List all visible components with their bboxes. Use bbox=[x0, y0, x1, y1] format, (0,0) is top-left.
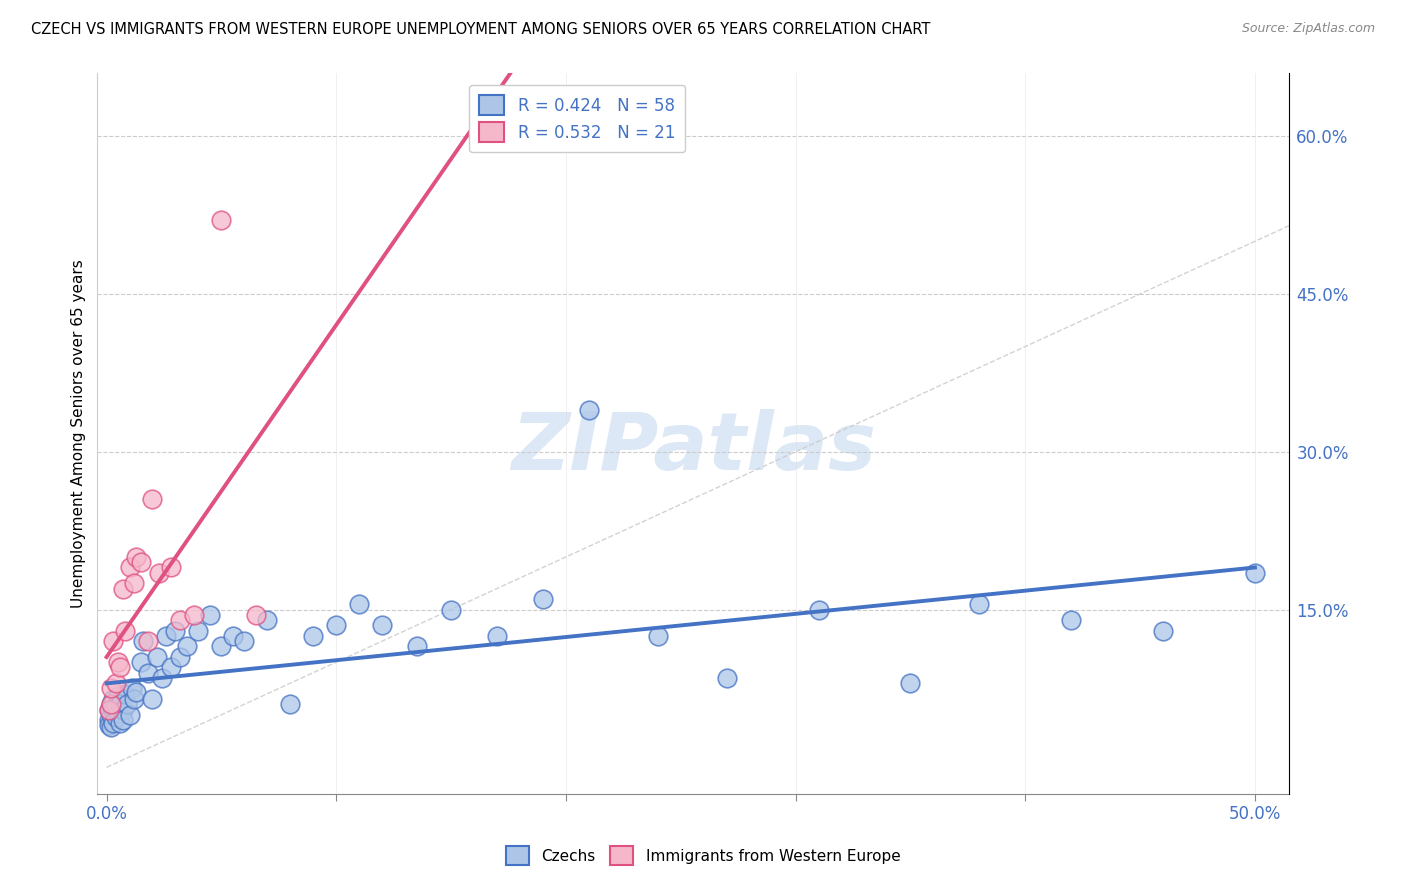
Point bbox=[325, 618, 347, 632]
Point bbox=[169, 613, 191, 627]
Point bbox=[115, 698, 138, 712]
Point bbox=[165, 624, 187, 638]
Point bbox=[122, 692, 145, 706]
Point bbox=[1060, 613, 1083, 627]
Point bbox=[122, 576, 145, 591]
Point bbox=[647, 629, 669, 643]
Point bbox=[347, 597, 370, 611]
Point bbox=[278, 698, 301, 712]
Point bbox=[969, 597, 991, 611]
Point bbox=[132, 634, 155, 648]
Point bbox=[110, 716, 132, 731]
Point bbox=[118, 707, 141, 722]
Point bbox=[104, 676, 127, 690]
Point bbox=[176, 640, 198, 654]
Point bbox=[104, 699, 127, 714]
Legend: R = 0.424   N = 58, R = 0.532   N = 21: R = 0.424 N = 58, R = 0.532 N = 21 bbox=[470, 85, 685, 153]
Point bbox=[110, 660, 132, 674]
Point bbox=[103, 702, 125, 716]
Point bbox=[233, 634, 256, 648]
Point bbox=[100, 681, 122, 696]
Point bbox=[125, 549, 148, 564]
Point bbox=[256, 613, 278, 627]
Point bbox=[100, 698, 122, 712]
Point bbox=[111, 713, 134, 727]
Point bbox=[187, 624, 209, 638]
Point bbox=[100, 698, 122, 712]
Point bbox=[114, 624, 136, 638]
Point bbox=[155, 629, 177, 643]
Point bbox=[440, 602, 463, 616]
Point bbox=[97, 718, 120, 732]
Point bbox=[125, 684, 148, 698]
Point bbox=[111, 582, 134, 596]
Point bbox=[807, 602, 830, 616]
Point bbox=[578, 402, 600, 417]
Point bbox=[209, 213, 232, 227]
Text: ZIPatlas: ZIPatlas bbox=[510, 409, 876, 487]
Point bbox=[245, 607, 267, 622]
Point bbox=[146, 649, 169, 664]
Point bbox=[100, 720, 122, 734]
Point bbox=[107, 689, 129, 703]
Point bbox=[97, 702, 120, 716]
Point bbox=[107, 655, 129, 669]
Point bbox=[141, 492, 163, 507]
Point bbox=[129, 555, 152, 569]
Y-axis label: Unemployment Among Seniors over 65 years: Unemployment Among Seniors over 65 years bbox=[72, 259, 86, 607]
Point bbox=[141, 692, 163, 706]
Point bbox=[160, 660, 183, 674]
Point bbox=[136, 665, 159, 680]
Legend: Czechs, Immigrants from Western Europe: Czechs, Immigrants from Western Europe bbox=[499, 840, 907, 871]
Point bbox=[148, 566, 170, 580]
Point bbox=[100, 707, 122, 722]
Point bbox=[371, 618, 394, 632]
Point bbox=[103, 634, 125, 648]
Point bbox=[107, 706, 129, 720]
Point bbox=[104, 710, 127, 724]
Point bbox=[103, 692, 125, 706]
Text: CZECH VS IMMIGRANTS FROM WESTERN EUROPE UNEMPLOYMENT AMONG SENIORS OVER 65 YEARS: CZECH VS IMMIGRANTS FROM WESTERN EUROPE … bbox=[31, 22, 931, 37]
Point bbox=[716, 671, 738, 685]
Point bbox=[900, 676, 922, 690]
Point bbox=[118, 560, 141, 574]
Point bbox=[1152, 624, 1174, 638]
Point bbox=[1244, 566, 1267, 580]
Point bbox=[405, 640, 427, 654]
Point bbox=[97, 713, 120, 727]
Point bbox=[169, 649, 191, 664]
Point bbox=[485, 629, 508, 643]
Point bbox=[160, 560, 183, 574]
Point bbox=[121, 681, 143, 696]
Point bbox=[111, 702, 134, 716]
Point bbox=[198, 607, 221, 622]
Point bbox=[531, 592, 554, 607]
Point bbox=[209, 640, 232, 654]
Point bbox=[302, 629, 325, 643]
Point bbox=[150, 671, 173, 685]
Point bbox=[97, 702, 120, 716]
Point bbox=[103, 716, 125, 731]
Point bbox=[110, 698, 132, 712]
Point bbox=[136, 634, 159, 648]
Point bbox=[183, 607, 205, 622]
Point bbox=[114, 687, 136, 701]
Text: Source: ZipAtlas.com: Source: ZipAtlas.com bbox=[1241, 22, 1375, 36]
Point bbox=[129, 655, 152, 669]
Point bbox=[222, 629, 245, 643]
